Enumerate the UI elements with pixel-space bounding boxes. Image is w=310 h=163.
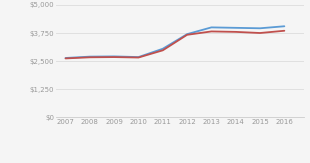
(WA) Community College Avg [258,32,262,34]
Line: (WA) Community College Avg: (WA) Community College Avg [65,31,284,58]
(WA) Community College Avg [88,56,92,58]
(WA) Community College Avg [112,56,116,58]
(WA) Community College Avg [185,34,189,36]
South Puget Sound Commu... [210,26,213,28]
South Puget Sound Commu... [161,48,165,50]
South Puget Sound Commu... [137,56,140,58]
South Puget Sound Commu... [185,33,189,35]
South Puget Sound Commu... [234,27,237,29]
South Puget Sound Commu... [258,27,262,29]
(WA) Community College Avg [137,57,140,59]
(WA) Community College Avg [210,30,213,32]
Line: South Puget Sound Commu...: South Puget Sound Commu... [65,26,284,58]
(WA) Community College Avg [161,49,165,51]
South Puget Sound Commu... [112,55,116,57]
South Puget Sound Commu... [88,56,92,58]
South Puget Sound Commu... [64,57,67,59]
(WA) Community College Avg [64,57,67,59]
South Puget Sound Commu... [282,25,286,27]
(WA) Community College Avg [234,31,237,33]
(WA) Community College Avg [282,30,286,32]
